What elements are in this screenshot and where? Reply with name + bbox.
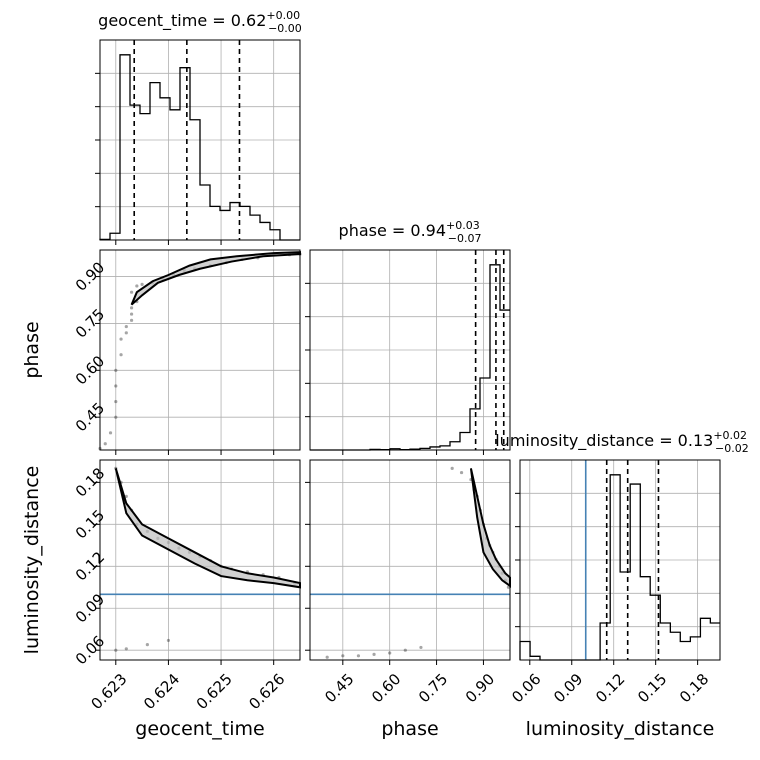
- title-main: phase = 0.94: [339, 221, 446, 240]
- panel-frame-luminosity_distance_vs_phase: [309, 459, 511, 661]
- density-contour: [130, 251, 301, 306]
- tick-label-y-luminosity_distance: 0.09: [72, 590, 108, 626]
- tick-label-x-phase: 0.60: [368, 670, 404, 706]
- scatter-point: [114, 415, 118, 419]
- histogram-luminosity_distance: [519, 474, 721, 661]
- scatter-point: [114, 384, 118, 388]
- panel-frame-phase_vs_geocent_time: [99, 249, 301, 451]
- scatter-point: [356, 654, 361, 658]
- title-sub: −0.07: [448, 232, 482, 245]
- scatter-point: [403, 648, 407, 652]
- scatter-point: [325, 655, 329, 659]
- title-sub: −0.02: [715, 442, 749, 455]
- scatter-point: [119, 353, 123, 357]
- tick-label-y-luminosity_distance: 0.06: [72, 632, 108, 668]
- tick-label-x-luminosity_distance: 0.15: [634, 670, 670, 706]
- scatter-point: [124, 647, 128, 651]
- panel-frame-hist-phase: [309, 249, 511, 451]
- tick-label-y-phase: 0.75: [72, 305, 108, 341]
- scatter-point: [114, 368, 118, 372]
- tick-label-x-luminosity_distance: 0.18: [676, 670, 712, 706]
- panels: [95, 39, 721, 665]
- scatter-point: [108, 431, 113, 435]
- panel-frame-hist-geocent_time: [99, 39, 301, 241]
- scatter-point: [114, 648, 118, 652]
- title-sup: +0.03: [446, 219, 480, 232]
- scatter-point: [129, 290, 134, 294]
- tick-label-x-luminosity_distance: 0.12: [592, 670, 628, 706]
- scatter-point: [119, 337, 123, 341]
- scatter-point: [166, 638, 171, 643]
- tick-label-x-phase: 0.90: [462, 670, 498, 706]
- histogram-geocent_time: [99, 54, 300, 241]
- title-phase: phase = 0.94+0.03 −0.07: [339, 219, 482, 245]
- scatter-point: [145, 643, 149, 647]
- scatter-point: [341, 654, 345, 658]
- title-main: luminosity_distance = 0.13: [495, 431, 713, 451]
- title-main: geocent_time = 0.62: [98, 11, 266, 31]
- tick-label-y-luminosity_distance: 0.12: [72, 548, 108, 584]
- axis-label-y-phase: phase: [21, 321, 43, 378]
- scatter-point: [129, 318, 134, 322]
- tick-label-x-luminosity_distance: 0.09: [550, 670, 586, 706]
- tick-label-y-phase: 0.90: [72, 258, 108, 294]
- scatter-point: [124, 331, 128, 335]
- density-contour: [469, 468, 511, 588]
- title-sup: +0.00: [266, 9, 300, 22]
- axis-label-x-luminosity_distance: luminosity_distance: [526, 718, 715, 740]
- tick-label-x-geocent_time: 0.625: [193, 670, 236, 713]
- title-sup: +0.02: [713, 429, 747, 442]
- scatter-point: [450, 466, 454, 470]
- histogram-phase: [310, 264, 510, 451]
- labels: 0.06 0.09 0.12 0.15 0.180.450.600.750.900.62…: [21, 9, 749, 740]
- tick-label-y-luminosity_distance: 0.15: [72, 506, 108, 542]
- scatter-point: [124, 324, 128, 329]
- scatter-point: [372, 652, 376, 657]
- scatter-point: [388, 651, 392, 655]
- scatter-point: [124, 494, 128, 498]
- title-sub: −0.00: [268, 22, 302, 35]
- axis-label-y-luminosity_distance: luminosity_distance: [21, 466, 43, 655]
- tick-label-x-phase: 0.45: [321, 670, 357, 706]
- tick-label-y-phase: 0.45: [72, 399, 108, 435]
- scatter-point: [140, 282, 144, 286]
- title-luminosity_distance: luminosity_distance = 0.13+0.02 −0.02: [495, 429, 749, 455]
- scatter-point: [459, 470, 464, 475]
- scatter-point: [419, 645, 423, 650]
- tick-label-x-phase: 0.75: [415, 670, 451, 706]
- tick-label-x-geocent_time: 0.624: [140, 670, 183, 713]
- scatter-point: [129, 312, 134, 316]
- tick-label-x-luminosity_distance: 0.06: [508, 670, 544, 706]
- tick-label-y-luminosity_distance: 0.18: [72, 464, 108, 500]
- scatter-point: [103, 442, 107, 446]
- scatter-point: [135, 284, 139, 288]
- tick-label-x-geocent_time: 0.626: [245, 670, 288, 713]
- scatter-point: [129, 306, 134, 310]
- tick-label-y-phase: 0.60: [72, 352, 108, 388]
- axis-label-x-geocent_time: geocent_time: [135, 718, 264, 740]
- density-contour: [114, 468, 301, 589]
- scatter-point: [114, 399, 118, 404]
- title-geocent_time: geocent_time = 0.62+0.00 −0.00: [98, 9, 302, 35]
- axis-label-x-phase: phase: [381, 718, 438, 740]
- panel-frame-luminosity_distance_vs_geocent_time: [99, 459, 301, 661]
- panel-frame-hist-luminosity_distance: [519, 459, 721, 661]
- tick-label-x-geocent_time: 0.623: [87, 670, 130, 713]
